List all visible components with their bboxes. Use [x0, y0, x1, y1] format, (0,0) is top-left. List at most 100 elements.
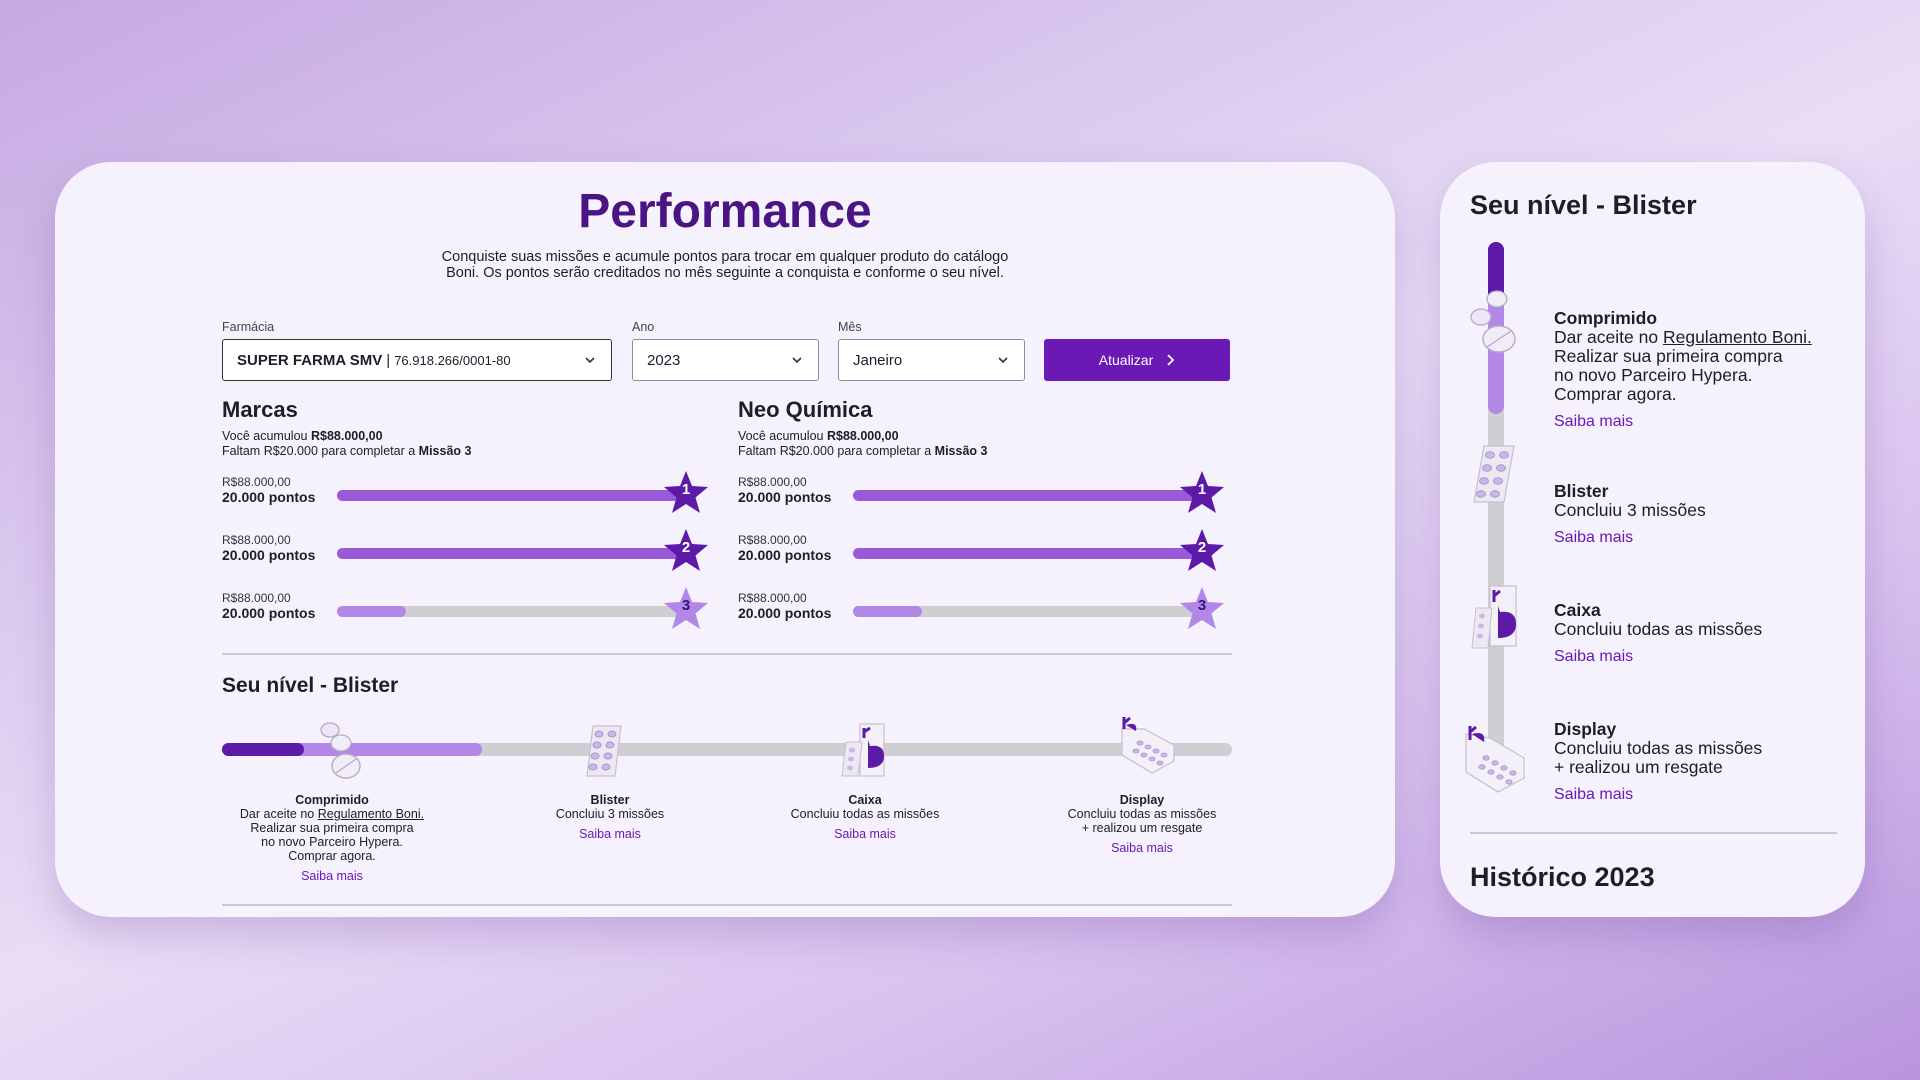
mission-progress-track [337, 490, 682, 501]
mission-value: R$88.000,00 [222, 475, 291, 489]
level-progress-fill [222, 743, 304, 756]
remaining-prefix: Faltam [222, 444, 261, 458]
mission-number: 3 [681, 597, 691, 614]
regulation-link[interactable]: Regulamento Boni. [317, 807, 425, 821]
mission-points: 20.000 pontos [738, 489, 832, 505]
saiba-mais-link[interactable]: Saiba mais [1554, 413, 1634, 430]
divider [222, 904, 1232, 906]
page-subtitle: Conquiste suas missões e acumule pontos … [441, 249, 1009, 281]
side-stage-display: Display Concluiu todas as missões + real… [1554, 720, 1854, 804]
side-stage-comprimido: Comprimido Dar aceite no Regulamento Bon… [1554, 309, 1854, 431]
mission-progress-track [853, 606, 1198, 617]
brand-name: Neo Química [738, 397, 873, 422]
saiba-mais-link[interactable]: Saiba mais [1554, 648, 1634, 665]
mission-points: 20.000 pontos [222, 547, 316, 563]
stage-title: Display [1119, 793, 1165, 807]
star-icon [664, 529, 708, 571]
remaining-value: R$20.000 para completar a [263, 444, 416, 458]
update-button[interactable]: Atualizar [1044, 339, 1230, 381]
stage-desc-prefix: Dar aceite no [1554, 327, 1659, 347]
stage-desc-line2: Realizar sua primeira compra [1554, 346, 1783, 366]
saiba-mais-link[interactable]: Saiba mais [1554, 529, 1634, 546]
stage-desc: Concluiu todas as missões [1067, 807, 1217, 821]
stage-desc: Concluiu 3 missões [1554, 500, 1706, 520]
star-icon [1180, 587, 1224, 629]
saiba-mais-link[interactable]: Saiba mais [301, 869, 363, 883]
mission-progress-fill [853, 490, 1198, 501]
stage-desc: Concluiu todas as missões [1554, 738, 1763, 758]
month-label: Mês [838, 320, 862, 334]
mission-progress-track [853, 548, 1198, 559]
page-title: Performance [578, 185, 872, 238]
stage-desc-line1: Dar aceite no Regulamento Boni. [1554, 328, 1854, 347]
stage-display: Display Concluiu todas as missões + real… [1052, 793, 1232, 855]
star-icon [664, 587, 708, 629]
chevron-down-icon [998, 357, 1008, 364]
mission-value: R$88.000,00 [222, 591, 291, 605]
regulation-link[interactable]: Regulamento Boni. [1662, 327, 1812, 347]
mission-row: R$88.000,00 20.000 pontos 1 [222, 471, 722, 523]
brand-column-neo-quimica: Neo Química Você acumulou R$88.000,00 Fa… [738, 397, 1238, 629]
remaining-prefix: Faltam [738, 444, 777, 458]
accumulated-line: Você acumulou R$88.000,00 [222, 429, 722, 444]
saiba-mais-link[interactable]: Saiba mais [834, 827, 896, 841]
divider [222, 653, 1232, 655]
stage-caixa: Caixa Concluiu todas as missões Saiba ma… [775, 793, 955, 841]
level-title: Seu nível - Blister [222, 674, 399, 697]
remaining-mission: Missão 3 [934, 444, 988, 458]
mission-progress-fill [337, 490, 682, 501]
chevron-down-icon [585, 357, 595, 364]
display-icon [1465, 725, 1525, 793]
level-progress-track [222, 743, 1232, 756]
stage-desc: Concluiu 3 missões [555, 807, 665, 821]
blister-icon [586, 725, 622, 777]
mission-number: 1 [681, 481, 691, 498]
mission-number: 1 [1197, 481, 1207, 498]
box-icon [841, 723, 885, 777]
brand-column-marcas: Marcas Você acumulou R$88.000,00 Faltam … [222, 397, 722, 629]
pharmacy-separator: | [386, 351, 391, 369]
mission-points: 20.000 pontos [738, 547, 832, 563]
year-value: 2023 [647, 351, 681, 369]
accumulated-prefix: Você acumulou [222, 429, 308, 443]
stage-title: Comprimido [1554, 308, 1658, 328]
stage-title: Caixa [1554, 600, 1601, 620]
stage-desc-line3: no novo Parceiro Hypera. [261, 835, 403, 849]
stage-comprimido: Comprimido Dar aceite no Regulamento Bon… [222, 793, 442, 883]
year-label: Ano [632, 320, 655, 334]
remaining-line: Faltam R$20.000 para completar a Missão … [738, 444, 1238, 459]
saiba-mais-link[interactable]: Saiba mais [1111, 841, 1173, 855]
history-title: Histórico 2023 [1470, 862, 1655, 892]
performance-card: Performance Conquiste suas missões e acu… [55, 162, 1395, 917]
pharmacy-label: Farmácia [222, 320, 275, 334]
pharmacy-name: SUPER FARMA SMV [237, 351, 383, 369]
star-icon [1180, 471, 1224, 513]
accumulated-value: R$88.000,00 [310, 429, 383, 443]
mission-row: R$88.000,00 20.000 pontos 3 [738, 587, 1238, 639]
mission-row: R$88.000,00 20.000 pontos 2 [738, 529, 1238, 581]
mission-progress-track [337, 548, 682, 559]
stage-title: Display [1554, 719, 1617, 739]
brand-name: Marcas [222, 397, 298, 422]
stage-desc: Concluiu todas as missões [1554, 619, 1763, 639]
month-select[interactable]: Janeiro [838, 339, 1025, 381]
mission-value: R$88.000,00 [222, 533, 291, 547]
saiba-mais-link[interactable]: Saiba mais [1554, 786, 1634, 803]
saiba-mais-link[interactable]: Saiba mais [579, 827, 641, 841]
divider [1470, 832, 1837, 834]
star-icon [1180, 529, 1224, 571]
mission-progress-fill [853, 606, 922, 617]
pharmacy-select[interactable]: SUPER FARMA SMV | 76.918.266/0001-80 [222, 339, 612, 381]
mission-row: R$88.000,00 20.000 pontos 2 [222, 529, 722, 581]
star-icon [664, 471, 708, 513]
mission-points: 20.000 pontos [222, 605, 316, 621]
stage-title: Comprimido [295, 793, 369, 807]
mission-value: R$88.000,00 [738, 533, 807, 547]
mission-progress-track [853, 490, 1198, 501]
year-select[interactable]: 2023 [632, 339, 819, 381]
stage-desc-2: + realizou um resgate [1081, 821, 1203, 835]
month-value: Janeiro [853, 351, 903, 369]
remaining-value: R$20.000 para completar a [779, 444, 932, 458]
accumulated-line: Você acumulou R$88.000,00 [738, 429, 1238, 444]
remaining-line: Faltam R$20.000 para completar a Missão … [222, 444, 722, 459]
